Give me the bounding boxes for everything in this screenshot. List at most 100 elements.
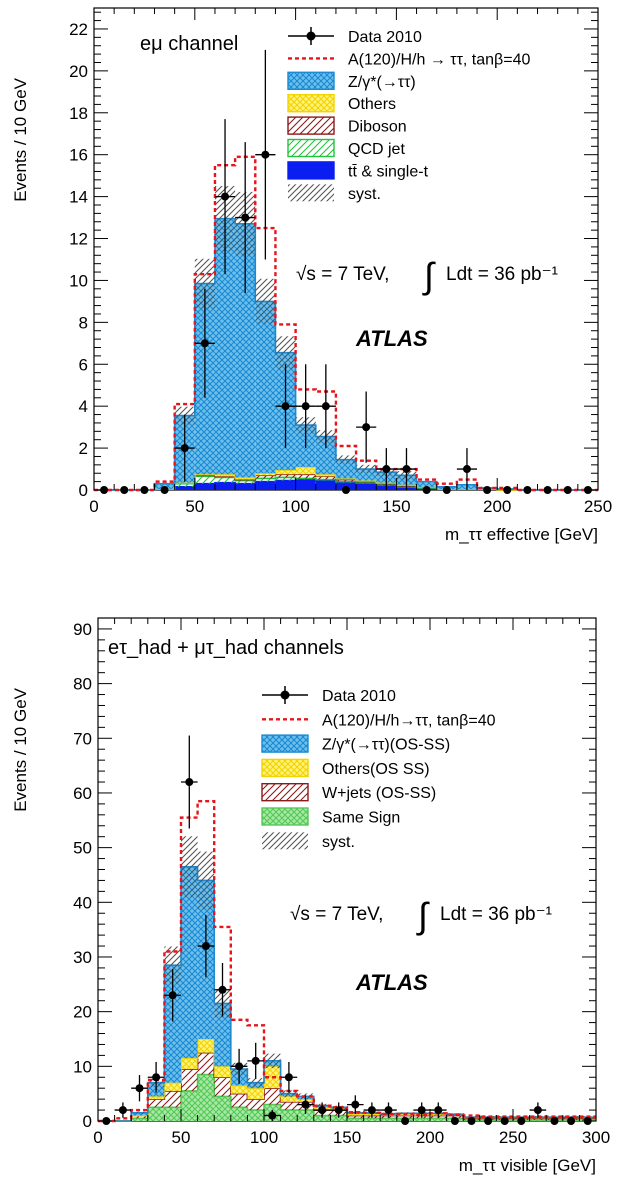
x-tick-label: 200 <box>483 497 511 516</box>
syst-band <box>275 336 296 370</box>
bar-wjets <box>230 1093 248 1108</box>
legend-item-signal: A(120)/H/h→ττ, tanβ=40 <box>262 712 496 729</box>
bar-ttbar <box>214 482 236 490</box>
data-point <box>247 1042 264 1079</box>
data-point <box>563 486 572 494</box>
syst-band <box>255 278 276 325</box>
bar-diboson <box>295 474 316 479</box>
data-point <box>529 1102 547 1118</box>
bar-others <box>214 474 236 477</box>
syst-band <box>264 1053 281 1069</box>
bar-others <box>147 1096 165 1100</box>
energy-label: √s = 7 TeV, <box>296 264 389 285</box>
bar-ztautau <box>255 301 276 474</box>
y-tick-label: 60 <box>73 784 92 803</box>
y-tick-label: 14 <box>69 188 88 207</box>
bar-others <box>275 470 296 475</box>
signal-line <box>98 799 596 1123</box>
bar-wjets <box>214 1077 231 1097</box>
bar-samesign <box>181 1090 198 1121</box>
bar-ztautau <box>235 223 256 478</box>
bar-samesign <box>214 1096 231 1121</box>
data-point <box>500 1117 509 1125</box>
legend-label-data: Data 2010 <box>322 688 396 705</box>
bar-samesign <box>197 1074 215 1121</box>
legend-item-signal: A(120)/H/h → ττ, tanβ=40 <box>288 51 530 68</box>
legend-label-data: Data 2010 <box>348 29 422 46</box>
bar-ztautau <box>335 459 357 479</box>
bar-ttbar <box>315 480 336 490</box>
legend-label-syst: syst. <box>348 186 381 203</box>
bar-ztautau <box>214 218 236 475</box>
legend-item-others: Others <box>287 93 396 113</box>
legend-item-diboson: Diboson <box>287 116 407 136</box>
bar-ttbar <box>235 483 256 490</box>
bar-ttbar <box>275 480 296 490</box>
channel-label: eτ_had + μτ_had channels <box>108 637 344 659</box>
bar-samesign <box>230 1107 248 1121</box>
y-tick-label: 40 <box>73 893 92 912</box>
bar-qcd <box>194 476 215 484</box>
bar-samesign <box>164 1107 181 1121</box>
data-point <box>295 364 316 449</box>
chart-emu-effective-mass: 0 50 100 150 200 250 0 2 4 6 8 10 12 14 16 18 20 22 m_ττ e… <box>11 7 612 544</box>
bar-ztautau <box>416 481 437 487</box>
bar-others <box>347 1113 364 1116</box>
bar-others <box>214 1066 231 1078</box>
legend-label-ztautau: Z/γ*(→ττ) <box>348 74 416 91</box>
data-point <box>147 1061 165 1093</box>
data-point <box>120 486 129 494</box>
bar-others <box>255 473 276 476</box>
legend-label-ztautau: Z/γ*(→ττ)(OS-SS) <box>322 737 450 754</box>
data-point <box>280 1061 298 1093</box>
data-point <box>164 969 181 1022</box>
data-point <box>543 486 552 494</box>
bar-samesign <box>247 1110 264 1121</box>
data-point <box>330 1102 347 1118</box>
data-point <box>264 1110 281 1121</box>
bar-ttbar <box>255 481 276 490</box>
bar-others <box>181 1058 198 1070</box>
bar-wjets <box>131 1115 148 1119</box>
legend-item-qcd: QCD jet <box>287 138 405 158</box>
data-point <box>380 1102 397 1118</box>
bar-others <box>235 477 256 480</box>
data-point <box>363 1102 381 1118</box>
data-point <box>523 486 532 494</box>
legend-label-diboson: Diboson <box>348 119 407 136</box>
bar-ztautau <box>315 436 336 475</box>
bar-ttbar <box>194 483 215 490</box>
syst-band <box>131 1111 148 1114</box>
bar-others <box>315 474 336 477</box>
bar-ztautau <box>131 1112 148 1116</box>
data-point <box>401 1117 410 1125</box>
bar-wjets <box>164 1090 181 1108</box>
legend: Data 2010 A(120)/H/h → ττ, tanβ=40 Z/γ*(→τ… <box>287 27 530 203</box>
bar-ttbar <box>295 479 316 490</box>
data-point <box>194 288 215 398</box>
bar-diboson <box>275 474 296 478</box>
data-point <box>413 1102 430 1118</box>
syst-band <box>335 455 357 464</box>
data-point <box>131 1075 148 1102</box>
bar-ztautau <box>356 469 377 481</box>
data-point <box>114 1102 132 1118</box>
data-point <box>313 1102 331 1118</box>
x-axis-label: m_ττ effective [GeV] <box>445 525 598 544</box>
legend-label-samesign: Same Sign <box>322 810 400 827</box>
bar-samesign <box>297 1110 314 1121</box>
bar-wjets <box>181 1069 198 1091</box>
x-tick-label: 200 <box>416 1128 444 1147</box>
y-tick-label: 0 <box>79 481 88 500</box>
bar-wjets <box>280 1101 298 1111</box>
plot-frame <box>93 7 599 491</box>
data-point <box>230 1048 248 1084</box>
bar-others <box>247 1088 264 1100</box>
x-tick-label: 300 <box>582 1128 610 1147</box>
data-point <box>342 486 350 494</box>
legend-label-qcd: QCD jet <box>348 141 405 158</box>
y-tick-label: 16 <box>69 146 88 165</box>
legend-label-others: Others(OS SS) <box>322 761 430 778</box>
bar-wjets <box>396 1115 414 1119</box>
bar-diboson <box>335 479 357 482</box>
